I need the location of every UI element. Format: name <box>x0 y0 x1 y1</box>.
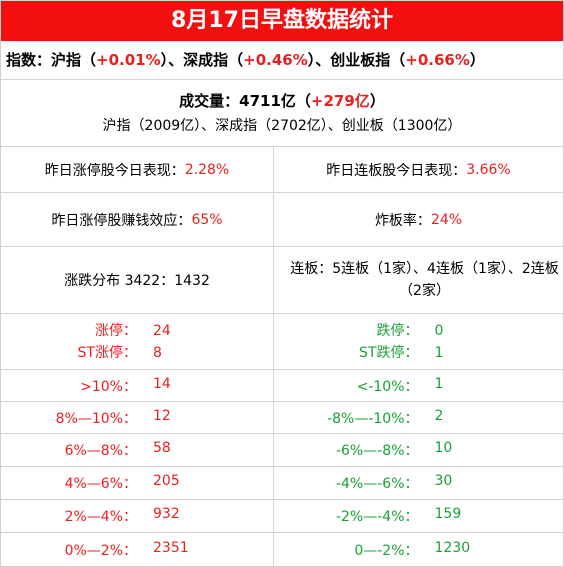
sz-index-change: +0.46% <box>243 51 308 69</box>
down-range-count: 30 <box>434 473 453 489</box>
down-range-count: 1 <box>434 375 444 392</box>
up-range-label: >10%： <box>80 378 137 395</box>
up-range-cell: 0%—2%： 2351 <box>1 533 274 566</box>
cy-index-change: +0.66% <box>405 51 470 69</box>
down-range-count: 2 <box>434 407 444 424</box>
up-range-cell: 4%—6%： 205 <box>1 467 274 499</box>
up-range-label: 8%—10%： <box>55 410 137 427</box>
stats-row-2: 昨日涨停股赚钱效应： 65% 炸板率： 24% <box>1 193 563 247</box>
limit-up-performance-label: 昨日涨停股今日表现： <box>44 162 185 179</box>
down-range-label: -2%—-4%： <box>335 509 419 525</box>
sh-index-change: +0.01% <box>96 51 161 69</box>
limit-down-cell: 跌停： 0 ST跌停： 1 <box>274 314 563 369</box>
down-range-cell: -2%—-4%： 159 <box>274 500 563 532</box>
consecutive-performance: 昨日连板股今日表现： 3.66% <box>274 147 563 192</box>
index-sep-2: ）、创业板指（ <box>307 51 406 69</box>
volume-block: 成交量：4711亿（+279亿） 沪指（2009亿）、深成指（2702亿）、创业… <box>1 80 563 147</box>
index-suffix: ） <box>469 51 485 69</box>
profit-effect-value: 65% <box>191 211 223 228</box>
volume-total: 成交量：4711亿（+279亿） <box>1 90 563 111</box>
down-range-label: -8%—-10%： <box>327 410 419 427</box>
down-range-count: 10 <box>434 440 453 456</box>
consecutive-boards: 连板：5连板（1家）、4连板（1家）、2连板（2家） <box>290 261 559 299</box>
up-range-count: 932 <box>153 506 180 522</box>
stats-row-3: 涨跌分布 3422：1432 连板：5连板（1家）、4连板（1家）、2连板（2家… <box>1 247 563 314</box>
up-range-count: 2351 <box>153 539 189 556</box>
profit-effect-label: 昨日涨停股赚钱效应： <box>51 212 192 229</box>
down-range-cell: 0—-2%： 1230 <box>274 533 563 566</box>
up-range-count: 205 <box>153 473 180 489</box>
down-range-label: -4%—-6%： <box>335 476 419 492</box>
consecutive-performance-label: 昨日连板股今日表现： <box>326 162 467 179</box>
up-range-cell: 6%—8%： 58 <box>1 434 274 466</box>
st-limit-down-label: ST跌停： <box>359 344 419 361</box>
down-range-count: 159 <box>434 506 462 522</box>
limit-up-performance-value: 2.28% <box>184 161 230 178</box>
distribution: 涨跌分布 3422：1432 <box>1 247 274 313</box>
up-range-cell: >10%： 14 <box>1 370 274 401</box>
index-sep-1: ）、深成指（ <box>160 51 244 69</box>
up-range-count: 12 <box>153 407 171 424</box>
down-range-cell: <-10%： 1 <box>274 370 563 401</box>
up-range-count: 14 <box>153 375 171 392</box>
break-rate-value: 24% <box>430 211 463 228</box>
limit-up-label: 涨停： <box>95 322 137 339</box>
up-range-count: 58 <box>153 440 171 456</box>
up-range-cell: 2%—4%： 932 <box>1 500 274 532</box>
down-range-count: 1230 <box>434 539 471 556</box>
st-limit-up-label: ST涨停： <box>77 344 137 361</box>
limit-up-cell: 涨停： 24 ST涨停： 8 <box>1 314 274 369</box>
down-range-cell: -6%—-8%： 10 <box>274 434 563 466</box>
down-range-label: -6%—-8%： <box>335 443 419 459</box>
up-range-label: 2%—4%： <box>64 509 137 525</box>
consecutive-performance-value: 3.66% <box>466 161 511 178</box>
up-range-label: 6%—8%： <box>64 443 137 459</box>
volume-change: +279亿 <box>310 92 370 110</box>
up-range-label: 4%—6%： <box>64 476 137 492</box>
stats-row-1: 昨日涨停股今日表现： 2.28% 昨日连板股今日表现： 3.66% <box>1 147 563 193</box>
range-row: 4%—6%： 205 -4%—-6%： 30 <box>1 467 563 500</box>
limit-row: 涨停： 24 ST涨停： 8 跌停： 0 ST跌停： 1 <box>1 314 563 370</box>
break-rate-label: 炸板率： <box>374 212 431 229</box>
limit-down-label: 跌停： <box>376 322 419 339</box>
volume-label: 成交量：4711亿（ <box>179 92 311 110</box>
down-range-cell: -8%—-10%： 2 <box>274 402 563 433</box>
profit-effect: 昨日涨停股赚钱效应： 65% <box>1 193 274 246</box>
limit-up-performance: 昨日涨停股今日表现： 2.28% <box>1 147 274 192</box>
range-row: >10%： 14 <-10%： 1 <box>1 370 563 402</box>
up-range-label: 0%—2%： <box>64 542 137 559</box>
break-rate: 炸板率： 24% <box>274 193 563 246</box>
index-change-line: 指数：沪指（+0.01%）、深成指（+0.46%）、创业板指（+0.66%） <box>1 41 563 80</box>
range-row: 0%—2%： 2351 0—-2%： 1230 <box>1 533 563 566</box>
limit-up-count: 24 <box>153 322 171 339</box>
limit-down-count: 0 <box>434 322 444 339</box>
up-range-cell: 8%—10%： 12 <box>1 402 274 433</box>
range-row: 6%—8%： 58 -6%—-8%： 10 <box>1 434 563 467</box>
st-limit-down-count: 1 <box>434 344 444 361</box>
st-limit-up-count: 8 <box>153 344 162 361</box>
down-range-label: <-10%： <box>356 378 419 395</box>
volume-suffix: ） <box>369 92 385 110</box>
page-title: 8月17日早盘数据统计 <box>1 1 563 41</box>
down-range-label: 0—-2%： <box>354 542 419 559</box>
range-row: 2%—4%： 932 -2%—-4%： 159 <box>1 500 563 533</box>
index-prefix: 指数：沪指（ <box>6 51 97 69</box>
volume-breakdown: 沪指（2009亿）、深成指（2702亿）、创业板（1300亿） <box>102 118 462 134</box>
down-range-cell: -4%—-6%： 30 <box>274 467 563 499</box>
range-row: 8%—10%： 12 -8%—-10%： 2 <box>1 402 563 434</box>
